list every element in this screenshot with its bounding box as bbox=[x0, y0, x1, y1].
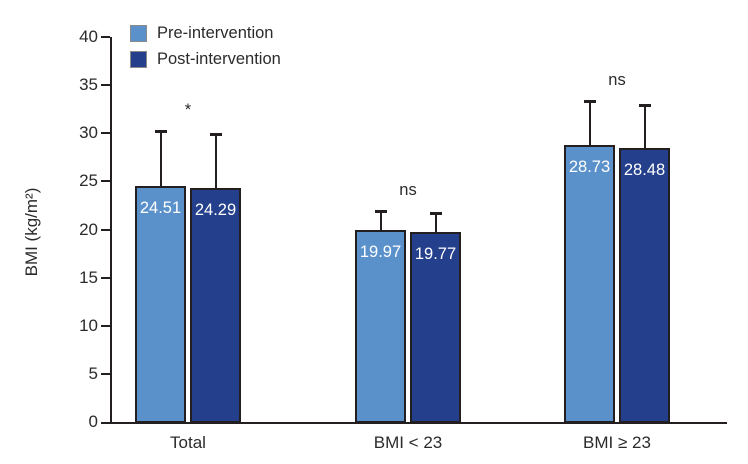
bar-value-label: 24.29 bbox=[194, 201, 237, 220]
y-axis-tick bbox=[101, 84, 110, 87]
x-category-label: Total bbox=[170, 433, 206, 452]
legend-item-pre-intervention: Pre-intervention bbox=[130, 23, 281, 43]
error-bar-line bbox=[379, 210, 382, 233]
error-bar-line bbox=[159, 131, 162, 190]
legend-swatch-pre-intervention-icon bbox=[130, 24, 147, 42]
x-category-label: BMI ≥ 23 bbox=[583, 433, 651, 452]
y-tick-label: 40 bbox=[79, 27, 98, 46]
error-bar-line bbox=[214, 134, 217, 192]
significance-label: * bbox=[184, 101, 192, 120]
legend-swatch-post-intervention-icon bbox=[130, 50, 147, 68]
error-bar-cap bbox=[374, 209, 387, 213]
error-bar-line bbox=[588, 101, 591, 149]
legend-label-post-intervention: Post-intervention bbox=[157, 49, 281, 68]
legend: Pre-intervention Post-intervention bbox=[130, 23, 281, 75]
y-axis-tick bbox=[101, 132, 110, 135]
y-axis-tick bbox=[101, 228, 110, 231]
bar-value-label: 24.51 bbox=[139, 199, 182, 218]
error-bar-cap bbox=[638, 103, 651, 107]
error-bar-cap bbox=[154, 130, 167, 134]
significance-label: ns bbox=[399, 180, 417, 199]
y-tick-label: 0 bbox=[88, 412, 98, 431]
error-bar-line bbox=[434, 213, 437, 235]
bar-value-label: 19.97 bbox=[359, 242, 402, 261]
error-bar-cap bbox=[429, 212, 442, 216]
y-tick-label: 5 bbox=[88, 363, 98, 383]
significance-label: ns bbox=[608, 71, 626, 90]
legend-label-pre-intervention: Pre-intervention bbox=[157, 23, 274, 42]
y-axis-tick bbox=[101, 276, 110, 279]
bar-pre-1 bbox=[135, 186, 186, 423]
y-axis-tick bbox=[101, 180, 110, 183]
bar-pre-2 bbox=[355, 229, 406, 423]
y-axis-line bbox=[110, 37, 112, 424]
y-tick-label: 35 bbox=[79, 75, 98, 95]
error-bar-cap bbox=[209, 133, 222, 137]
error-bar-line bbox=[643, 104, 646, 151]
y-tick-label: 20 bbox=[79, 219, 98, 239]
bar-post-2 bbox=[410, 231, 461, 423]
bar-post-3 bbox=[619, 147, 670, 423]
bar-value-label: 19.77 bbox=[414, 244, 457, 263]
y-axis-tick bbox=[101, 422, 110, 424]
y-tick-label: 25 bbox=[79, 171, 98, 191]
y-tick-label: 10 bbox=[79, 315, 98, 335]
y-tick-label: 15 bbox=[79, 267, 98, 287]
bar-post-1 bbox=[190, 188, 241, 423]
bar-value-label: 28.48 bbox=[623, 160, 666, 179]
legend-item-post-intervention: Post-intervention bbox=[130, 49, 281, 69]
bar-pre-3 bbox=[564, 145, 615, 423]
x-category-label: BMI < 23 bbox=[373, 433, 443, 452]
y-tick-label: 30 bbox=[79, 123, 98, 143]
y-axis-tick bbox=[101, 372, 110, 375]
error-bar-cap bbox=[583, 100, 596, 104]
y-axis-tick bbox=[101, 324, 110, 327]
bar-value-label: 28.73 bbox=[568, 158, 611, 177]
y-axis-tick bbox=[101, 36, 110, 38]
x-axis-line bbox=[110, 422, 727, 424]
